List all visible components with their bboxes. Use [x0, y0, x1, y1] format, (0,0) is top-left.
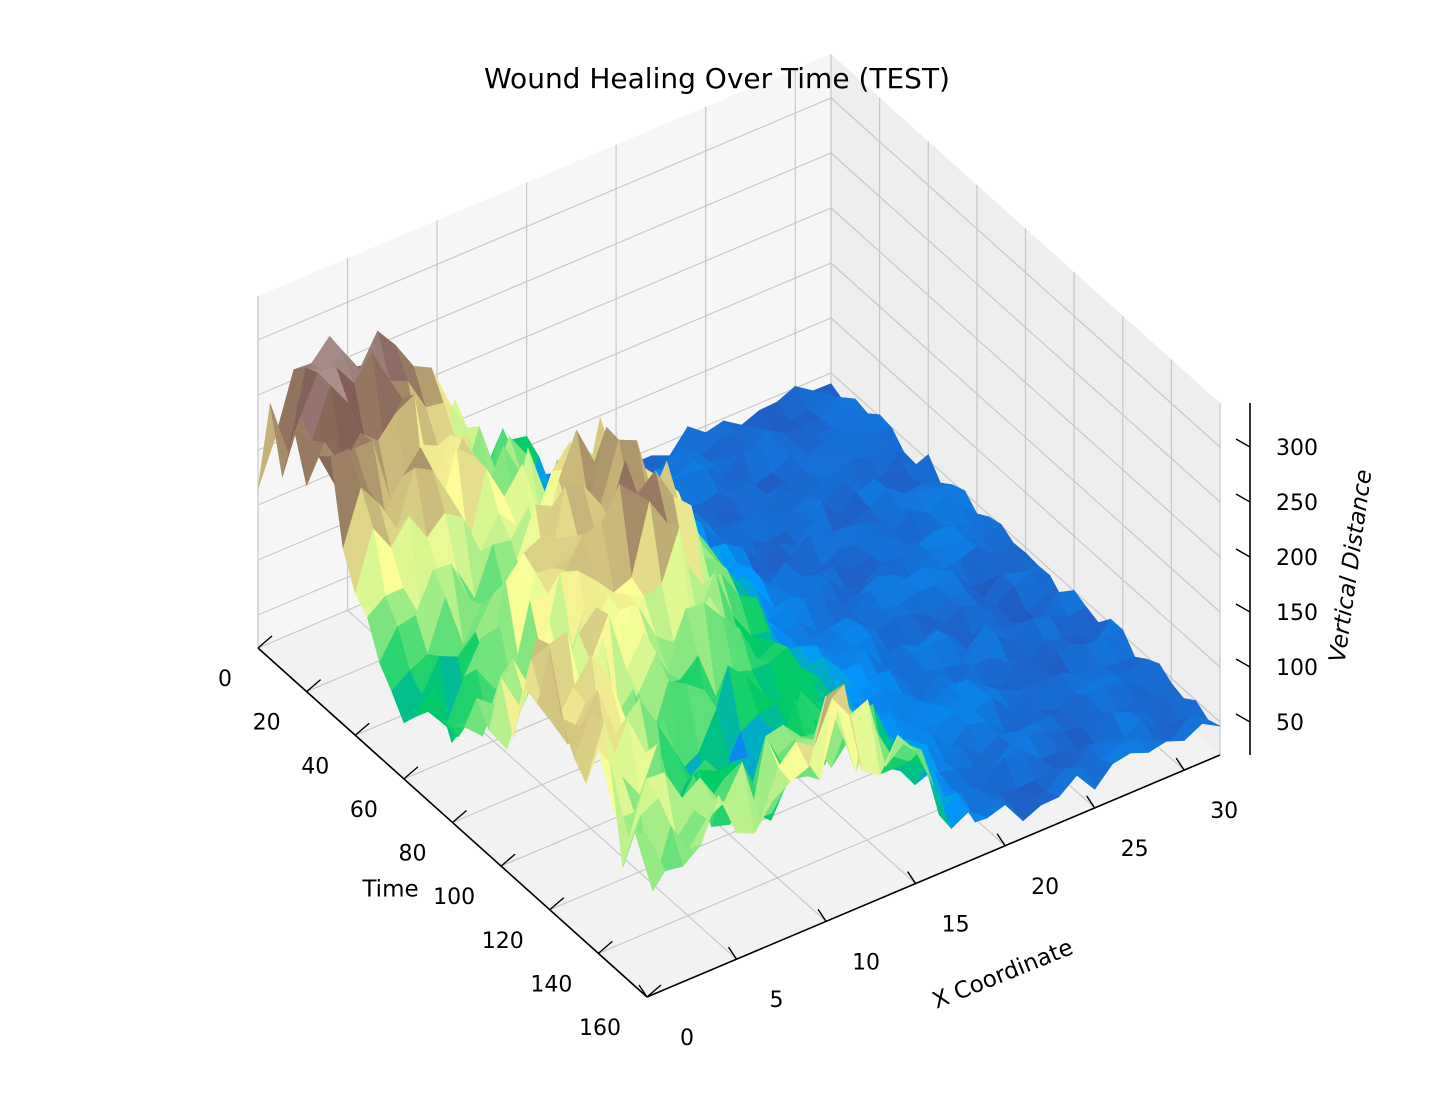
y-tick-mark: [646, 984, 662, 998]
x-tick-mark: [907, 871, 917, 884]
z-tick-mark: [1235, 713, 1251, 723]
x-tick-label: 20: [1031, 875, 1059, 900]
z-tick-mark: [1235, 658, 1251, 668]
y-tick-mark: [403, 766, 419, 780]
z-tick-mark: [1235, 603, 1251, 613]
x-tick-label: 15: [942, 913, 970, 938]
y-tick-mark: [354, 722, 370, 736]
x-tick-mark: [1175, 757, 1185, 771]
tick-labels: 0510152025300204060801001201401605010015…: [218, 436, 1318, 1051]
y-tick-label: 40: [301, 754, 329, 779]
x-axis-line: [646, 754, 1221, 998]
y-tick-mark: [549, 897, 565, 911]
z-grid-line: [257, 152, 1221, 503]
z-grid-line: [257, 97, 1221, 448]
y-tick-mark: [500, 853, 516, 867]
x-axis-label: X Coordinate: [929, 935, 1077, 1015]
y-tick-label: 0: [218, 667, 232, 692]
y-tick-label: 20: [253, 711, 281, 736]
x-tick-label: 25: [1121, 837, 1149, 862]
y-tick-label: 120: [482, 929, 524, 954]
y-tick-mark: [306, 679, 322, 693]
z-tick-mark: [1235, 548, 1251, 558]
z-tick-label: 150: [1276, 601, 1318, 626]
z-tick-label: 50: [1276, 711, 1304, 736]
x-tick-label: 10: [852, 950, 880, 975]
x-tick-label: 5: [770, 988, 784, 1013]
z-tick-mark: [1235, 493, 1251, 503]
y-axis-label: Time: [361, 877, 418, 903]
z-tick-mark: [1235, 438, 1251, 448]
x-tick-mark: [817, 908, 827, 922]
x-tick-mark: [996, 833, 1006, 847]
x-tick-mark: [727, 946, 738, 960]
y-tick-mark: [597, 940, 613, 954]
y-tick-mark: [452, 809, 467, 824]
x-tick-label: 30: [1210, 799, 1238, 824]
z-tick-label: 250: [1276, 491, 1318, 516]
z-tick-label: 100: [1276, 656, 1318, 681]
x-tick-mark: [638, 984, 648, 998]
y-tick-label: 140: [530, 972, 572, 997]
z-tick-label: 200: [1276, 546, 1318, 571]
z-axis-label: Vertical Distance: [1325, 468, 1378, 664]
surface-facet: [634, 831, 666, 892]
chart-title: Wound Healing Over Time (TEST): [484, 62, 950, 95]
y-tick-label: 80: [399, 842, 427, 867]
z-tick-label: 300: [1276, 436, 1318, 461]
y-tick-label: 160: [579, 1016, 621, 1041]
surface-plot: [257, 330, 1221, 892]
y-tick-label: 100: [433, 885, 475, 910]
y-tick-label: 60: [350, 798, 378, 823]
z-grid-line: [257, 207, 1221, 558]
x-tick-mark: [1086, 795, 1096, 809]
x-tick-label: 0: [680, 1026, 694, 1051]
y-tick-mark: [257, 635, 273, 649]
